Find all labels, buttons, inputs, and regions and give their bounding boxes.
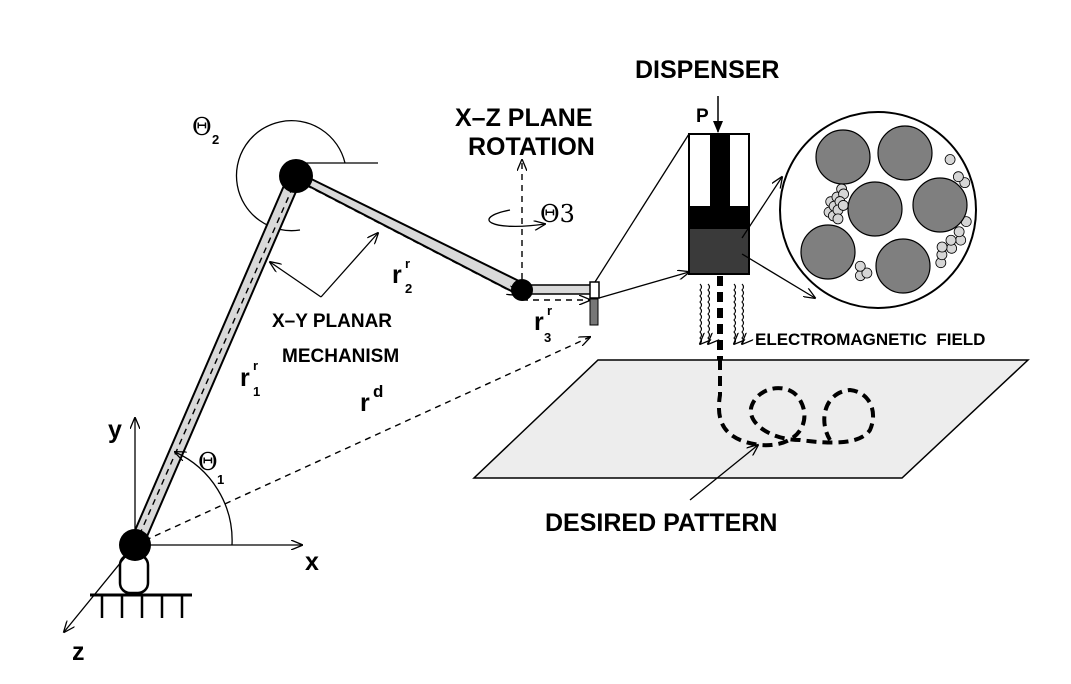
r1-vector: [134, 180, 296, 546]
r2-subscript: 2: [405, 281, 412, 296]
theta1-symbol: Θ: [198, 448, 218, 476]
em-field-wave: [734, 283, 736, 344]
large-particle: [877, 125, 933, 181]
link-2: [290, 167, 527, 297]
base-joint: [119, 529, 151, 561]
small-particle: [945, 234, 957, 246]
wrist-joint: [511, 279, 533, 301]
end-effector: [589, 281, 600, 326]
theta2-arc: [235, 120, 346, 232]
r2-vector: [295, 179, 518, 295]
xz-plane-label-line1: X–Z PLANE: [455, 104, 593, 132]
r1-superscript: r: [253, 358, 258, 373]
r2-superscript: r: [405, 256, 410, 271]
small-particle: [861, 267, 873, 279]
large-particle: [875, 238, 931, 294]
ground-base: [90, 553, 192, 618]
xy-planar-label-line2: MECHANISM: [282, 346, 399, 367]
xz-plane-label-line2: ROTATION: [468, 133, 595, 161]
desired-pattern-label: DESIRED PATTERN: [545, 509, 777, 537]
small-particle: [936, 241, 948, 253]
xy-pointer-link1: [270, 262, 322, 298]
large-particle: [847, 181, 903, 237]
pressure-label: P: [696, 106, 709, 127]
em-field-wave: [742, 283, 744, 344]
theta3-rotation-arrow: [488, 209, 545, 226]
rd-symbol: r: [360, 389, 370, 417]
z-axis: [64, 544, 136, 632]
em-field-wave: [708, 283, 710, 344]
rd-superscript: d: [373, 382, 383, 401]
large-particle: [815, 129, 871, 185]
r2-symbol: r: [392, 261, 402, 289]
r3-symbol: r: [534, 308, 544, 336]
r3-superscript: r: [547, 303, 552, 318]
r1-subscript: 1: [253, 384, 260, 399]
dispenser: [688, 96, 750, 275]
x-axis-label: x: [305, 548, 319, 576]
small-particle: [953, 226, 965, 238]
xy-planar-label-line1: X–Y PLANAR: [272, 311, 392, 332]
dispenser-label: DISPENSER: [635, 56, 779, 84]
em-field-label: ELECTROMAGNETIC FIELD: [755, 330, 985, 349]
large-particle: [912, 177, 968, 233]
coordinate-axes: y x z: [64, 416, 319, 666]
particle-suspension: [779, 111, 977, 309]
desired-pattern-pointer: [689, 445, 758, 501]
r3-subscript: 3: [544, 330, 551, 345]
theta2-subscript: 2: [212, 132, 219, 147]
small-particle: [837, 200, 849, 211]
large-particle: [800, 224, 856, 280]
em-field-wave: [700, 283, 702, 344]
particle-zoom-line-top: [741, 177, 782, 239]
xy-pointer-link2: [320, 233, 378, 298]
z-axis-label: z: [72, 638, 85, 666]
zoom-line-bottom: [598, 272, 689, 299]
small-particle: [854, 260, 866, 272]
desired-pattern-path: [716, 360, 876, 448]
y-axis-label: y: [108, 416, 122, 444]
zoom-line-top: [594, 133, 690, 283]
theta3-symbol: Θ3: [540, 200, 575, 228]
particle-zoom-line-bottom: [741, 253, 815, 298]
elbow-joint: [279, 159, 313, 193]
small-particle: [952, 171, 964, 183]
r1-symbol: r: [240, 364, 250, 392]
theta1-subscript: 1: [217, 472, 224, 487]
small-particle: [944, 154, 956, 165]
theta1-arc: [175, 452, 233, 546]
electromagnetic-field-arrows: [700, 283, 744, 344]
theta2-symbol: Θ: [192, 113, 212, 141]
small-particle: [832, 213, 844, 225]
